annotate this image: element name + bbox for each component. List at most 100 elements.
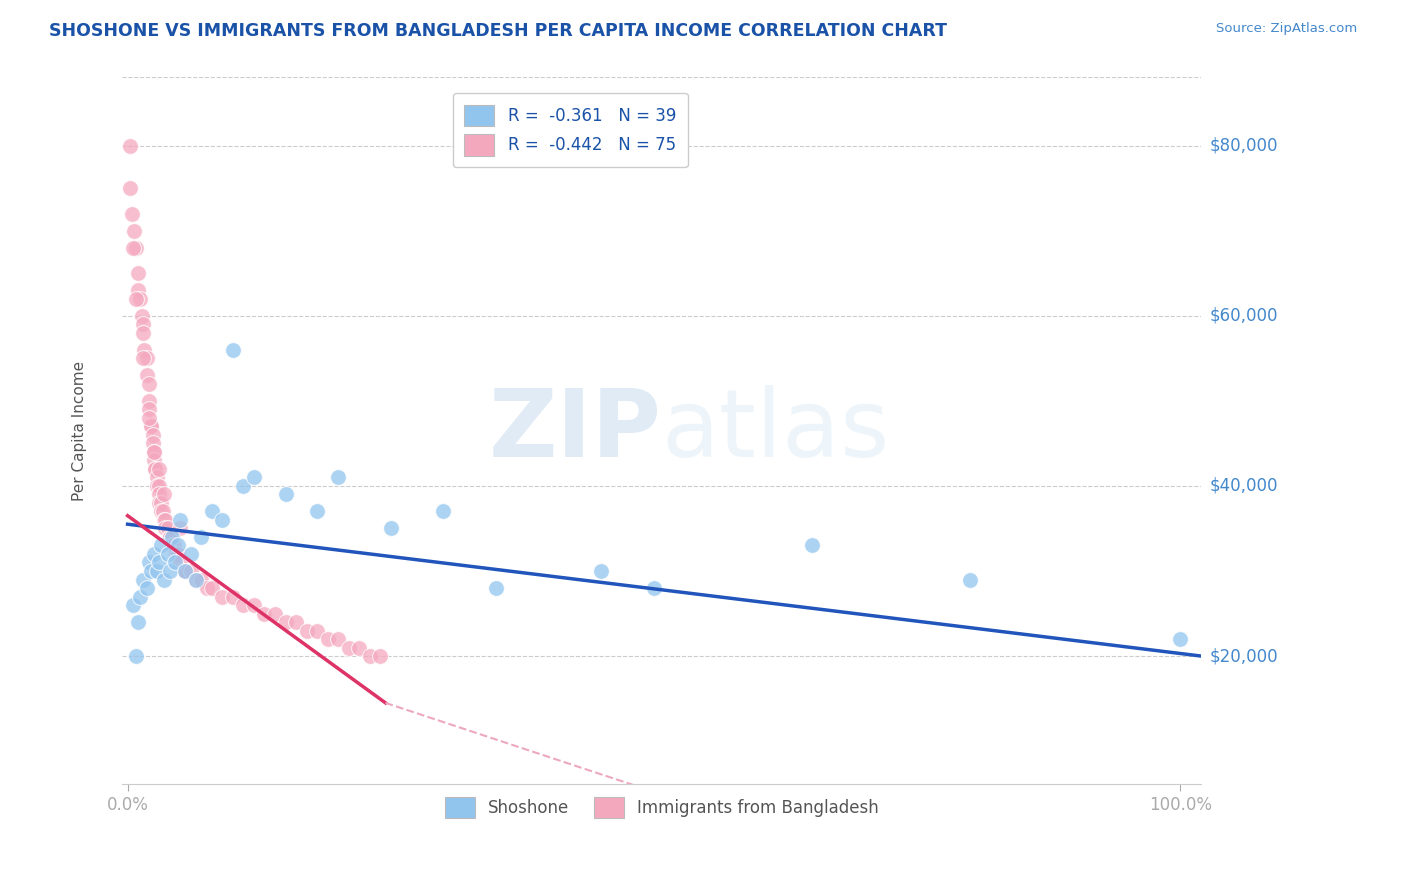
Point [211,590,233,604]
Text: $60,000: $60,000 [1209,307,1278,325]
Legend: Shoshone, Immigrants from Bangladesh: Shoshone, Immigrants from Bangladesh [437,790,886,825]
Point [326,470,349,484]
Point [155,513,177,527]
Point [142,445,165,459]
Point [184,573,207,587]
Point [274,615,297,629]
Point [165,547,187,561]
Point [135,581,157,595]
Point [368,649,391,664]
Point [131,309,153,323]
Point [156,547,179,561]
Point [125,241,148,255]
Point [150,496,173,510]
Point [132,351,155,366]
Point [174,564,197,578]
Point [959,573,981,587]
Point [148,496,170,510]
Point [121,598,143,612]
Point [138,376,160,391]
Text: $80,000: $80,000 [1209,136,1278,154]
Point [169,521,191,535]
Point [316,632,339,646]
Point [135,351,157,366]
Point [359,649,381,664]
Point [295,624,318,638]
Point [142,453,165,467]
Point [143,462,166,476]
Point [160,530,183,544]
Point [347,640,370,655]
Point [380,521,402,535]
Point [148,462,170,476]
Point [201,504,224,518]
Point [138,556,160,570]
Point [643,581,665,595]
Point [134,343,156,357]
Text: SHOSHONE VS IMMIGRANTS FROM BANGLADESH PER CAPITA INCOME CORRELATION CHART: SHOSHONE VS IMMIGRANTS FROM BANGLADESH P… [49,22,948,40]
Point [156,521,179,535]
Point [159,530,181,544]
Point [159,564,181,578]
Point [121,241,143,255]
Point [132,326,155,340]
Point [326,632,349,646]
Point [169,556,191,570]
Point [138,410,160,425]
Point [201,581,224,595]
Point [132,317,155,331]
Point [232,598,254,612]
Point [132,573,155,587]
Point [432,504,454,518]
Point [190,530,212,544]
Point [163,556,186,570]
Point [142,427,165,442]
Point [146,470,169,484]
Text: $40,000: $40,000 [1209,477,1278,495]
Point [129,590,152,604]
Point [129,292,152,306]
Point [159,530,181,544]
Point [307,504,329,518]
Point [122,224,145,238]
Point [118,181,141,195]
Point [148,487,170,501]
Point [337,640,360,655]
Point [152,504,174,518]
Point [190,573,212,587]
Point [184,573,207,587]
Point [167,539,190,553]
Point [125,649,148,664]
Point [146,564,169,578]
Point [485,581,508,595]
Point [148,479,170,493]
Point [153,487,176,501]
Point [169,513,191,527]
Point [127,615,149,629]
Point [591,564,613,578]
Point [150,504,173,518]
Point [174,564,197,578]
Point [243,598,266,612]
Point [150,539,173,553]
Point [163,539,186,553]
Point [167,547,190,561]
Text: ZIP: ZIP [489,384,662,476]
Point [307,624,329,638]
Point [125,292,148,306]
Point [180,547,202,561]
Point [222,590,245,604]
Point [142,445,165,459]
Point [139,419,162,434]
Point [139,419,162,434]
Point [232,479,254,493]
Text: atlas: atlas [662,384,890,476]
Text: Source: ZipAtlas.com: Source: ZipAtlas.com [1216,22,1357,36]
Point [253,607,276,621]
Point [143,462,166,476]
Point [127,283,149,297]
Point [142,547,165,561]
Point [285,615,308,629]
Point [138,393,160,408]
Point [155,521,177,535]
